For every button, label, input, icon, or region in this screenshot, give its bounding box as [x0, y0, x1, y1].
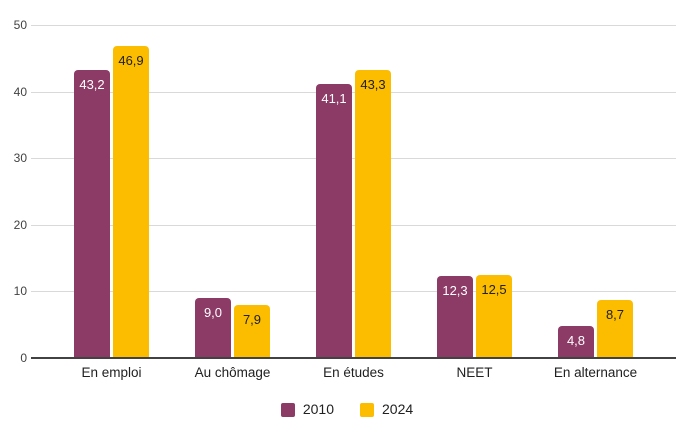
x-axis-category-label: En études: [323, 365, 384, 380]
bar-group-4: 12,3 12,5: [437, 25, 512, 358]
gridline-40: [31, 91, 676, 93]
bar-value-label: 43,3: [360, 76, 386, 92]
legend: 2010 2024: [0, 401, 694, 418]
legend-item-2010: 2010: [280, 401, 334, 418]
x-axis-labels: En emploi Au chômage En études NEET En alter…: [31, 364, 676, 381]
gridline-50: [31, 25, 676, 26]
gridline-20: [31, 224, 676, 226]
bar-2024-2: 7,9: [234, 305, 270, 358]
y-axis-tick-label-40: 40: [13, 84, 27, 99]
x-axis-category-slot: En études: [316, 364, 391, 381]
plot-area: 43,2 46,9 9,0 7,9 41,1 43,3 12,3 12,5 4,8 8,7: [31, 25, 676, 359]
bar-value-label: 8,7: [605, 307, 625, 323]
bar-value-label: 46,9: [118, 52, 144, 68]
legend-swatch-icon: [360, 402, 374, 417]
legend-label: 2024: [382, 401, 414, 417]
x-axis-category-label: En alternance: [553, 365, 638, 380]
legend-item-2024: 2024: [360, 401, 413, 418]
bar-2024-3: 43,3: [355, 69, 391, 358]
bar-groups: 43,2 46,9 9,0 7,9 41,1 43,3 12,3 12,5 4,8 8,7: [31, 25, 676, 358]
bar-group-3: 41,1 43,3: [316, 25, 391, 358]
bar-2024-1: 46,9: [113, 45, 149, 358]
bar-value-label: 9,0: [203, 305, 223, 321]
x-axis-category-label: En emploi: [81, 365, 142, 380]
bar-value-label: 12,5: [481, 281, 507, 297]
bar-value-label: 41,1: [321, 91, 347, 107]
x-axis-category-label: Au chômage: [194, 365, 271, 380]
bar-value-label: 7,9: [242, 312, 262, 328]
y-axis-tick-label-50: 50: [13, 18, 27, 32]
bar-2024-4: 12,5: [476, 274, 512, 358]
bar-2010-3: 41,1: [316, 84, 352, 358]
bar-group-2: 9,0 7,9: [195, 25, 270, 358]
x-axis-category-slot: En emploi: [74, 364, 149, 381]
x-axis-category-slot: Au chômage: [194, 364, 271, 381]
gridline-10: [31, 291, 676, 293]
x-axis-line: [31, 357, 676, 359]
bar-group-5: 4,8 8,7: [558, 25, 633, 358]
bar-2024-5: 8,7: [597, 300, 633, 358]
x-axis-category-slot: NEET: [437, 364, 512, 381]
legend-swatch-icon: [280, 402, 295, 417]
bar-2010-2: 9,0: [195, 298, 231, 358]
x-axis-category-label: NEET: [456, 365, 493, 380]
bar-value-label: 4,8: [566, 333, 586, 349]
x-axis-category-slot: En alternance: [554, 364, 637, 381]
bar-2010-5: 4,8: [558, 326, 594, 358]
gridline-30: [31, 158, 676, 160]
y-axis-tick-label-10: 10: [13, 284, 27, 299]
y-axis-tick-label-30: 30: [13, 151, 27, 166]
bar-value-label: 43,2: [79, 77, 105, 93]
y-axis-tick-label-20: 20: [13, 217, 27, 232]
bar-value-label: 12,3: [442, 283, 468, 299]
bar-2010-1: 43,2: [74, 70, 110, 358]
legend-label: 2010: [302, 401, 334, 417]
bar-group-1: 43,2 46,9: [74, 25, 149, 358]
bar-2010-4: 12,3: [437, 276, 473, 358]
y-axis-tick-label-0: 0: [20, 351, 27, 365]
